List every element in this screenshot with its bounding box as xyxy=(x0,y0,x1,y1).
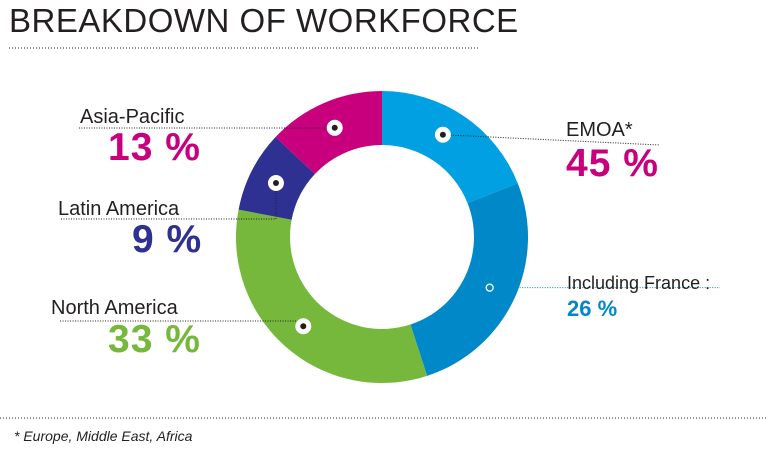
slice-north-america xyxy=(235,209,428,383)
data-label-latin-america: 9 % xyxy=(132,218,203,261)
marker-dot-latin-america xyxy=(272,179,279,186)
chart-title: BREAKDOWN OF WORKFORCE xyxy=(9,2,519,39)
slice-markers xyxy=(267,119,494,335)
legend-label-emoa: EMOA* xyxy=(566,119,633,141)
leader-line-latin-america xyxy=(60,182,277,220)
marker-including-france xyxy=(485,283,494,292)
legend-label-latin-america: Latin America xyxy=(58,198,180,220)
legend-label-north-america: North America xyxy=(51,297,178,319)
slice-emoa xyxy=(382,91,518,204)
marker-dot-emoa xyxy=(439,131,446,138)
marker-dot-asia-pacific xyxy=(331,124,338,131)
data-label-north-america: 33 % xyxy=(108,318,201,361)
marker-dot-north-america xyxy=(300,323,307,330)
data-label-asia-pacific: 13 % xyxy=(108,126,201,169)
footnote: * Europe, Middle East, Africa xyxy=(14,428,193,444)
data-label-emoa: 45 % xyxy=(566,142,659,185)
legend-label-asia-pacific: Asia-Pacific xyxy=(80,106,185,128)
donut-chart xyxy=(235,91,528,383)
slice-including-france xyxy=(410,183,528,376)
data-label-including-france: 26 % xyxy=(567,296,618,321)
legend-label-including-france: Including France : xyxy=(567,273,711,293)
